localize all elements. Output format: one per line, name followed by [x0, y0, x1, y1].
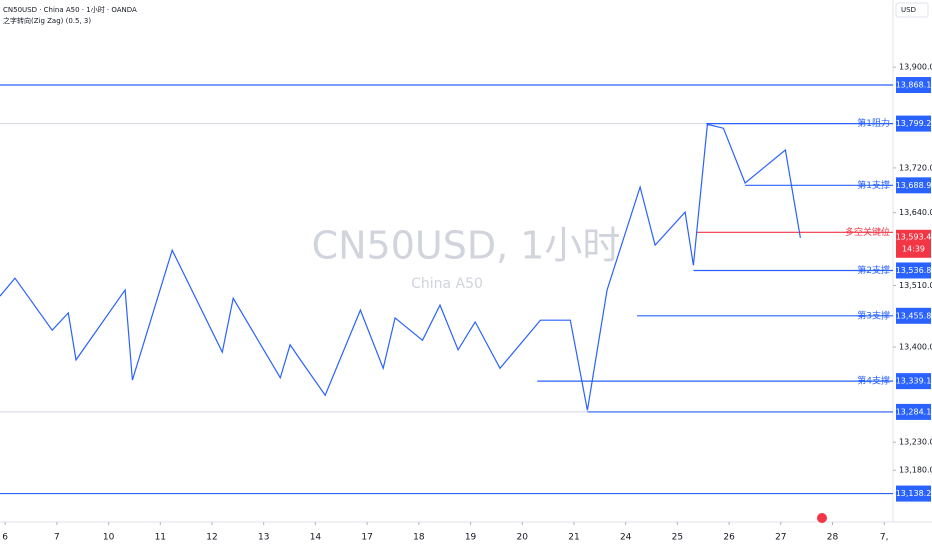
- level-badge-label: 13,339.1: [896, 377, 932, 386]
- indicator-label: 之字转向(Zig Zag) (0.5, 3): [3, 16, 91, 25]
- y-tick-label: 13,720.0: [899, 163, 932, 172]
- level-label: 第3支撑: [857, 309, 890, 321]
- y-tick-label: 13,230.0: [899, 438, 932, 447]
- level-badge-label: 13,284.1: [896, 407, 932, 416]
- watermark-sub: China A50: [411, 276, 483, 292]
- x-tick-label: 10: [103, 533, 115, 543]
- zigzag-line: [0, 123, 801, 411]
- x-tick-label: 19: [465, 533, 477, 543]
- x-tick-label: 20: [517, 533, 529, 543]
- event-flag[interactable]: [817, 513, 827, 523]
- level-badge: [896, 115, 931, 132]
- level-badge: [896, 262, 931, 279]
- level-badge: [896, 485, 931, 502]
- currency[interactable]: USD: [901, 6, 916, 14]
- level-badge-label: 13,536.8: [896, 266, 932, 275]
- x-tick-label: 21: [568, 533, 579, 543]
- level-badge: [896, 373, 931, 390]
- level-badge: [896, 403, 931, 420]
- level-label: 第2支撑: [857, 264, 890, 276]
- x-tick-label: 14: [310, 533, 322, 543]
- level-label: 第1支撑: [857, 179, 890, 191]
- level-badge-label: 13,799.2: [896, 119, 932, 128]
- level-badge-label: 13,688.9: [896, 181, 932, 190]
- x-tick-label: 18: [413, 533, 425, 543]
- watermark: CN50USD, 1小时: [312, 224, 621, 268]
- level-label: 第1阻力: [857, 117, 890, 129]
- x-tick-label: 12: [206, 533, 217, 543]
- x-tick-label: 25: [672, 533, 683, 543]
- level-badge-label: 13,138.2: [896, 489, 932, 498]
- x-tick-label: 26: [723, 533, 735, 543]
- y-tick-label: 13,640.0: [899, 208, 932, 217]
- level-badge-label: 13,868.1: [896, 81, 932, 90]
- last-price-label: 13,593.4: [896, 232, 932, 241]
- level-badge: [896, 177, 931, 194]
- y-tick-label: 13,180.0: [899, 466, 932, 475]
- x-tick-label: 7,: [880, 533, 889, 543]
- level-badge: [896, 307, 931, 324]
- x-tick-label: 6: [2, 533, 8, 543]
- y-tick-label: 13,400.0: [899, 343, 932, 352]
- y-tick-label: 13,900.0: [899, 63, 932, 72]
- x-tick-label: 7: [54, 533, 60, 543]
- x-tick-label: 13: [258, 533, 269, 543]
- currency-button[interactable]: [895, 2, 929, 18]
- level-label: 第4支撑: [857, 375, 890, 387]
- last-price-badge: [896, 229, 931, 258]
- y-tick-label: 13,510.0: [899, 281, 932, 290]
- x-tick-label: 11: [155, 533, 166, 543]
- x-tick-label: 28: [827, 533, 839, 543]
- level-label: 多空关键位: [845, 226, 890, 238]
- chart-header: CN50USD · China A50 · 1小时 · OANDA: [3, 5, 137, 14]
- x-tick-label: 17: [361, 533, 372, 543]
- countdown: 14:39: [902, 244, 925, 253]
- level-badge: [896, 77, 931, 94]
- x-tick-label: 24: [620, 533, 632, 543]
- x-tick-label: 27: [775, 533, 786, 543]
- level-badge-label: 13,455.8: [896, 311, 932, 320]
